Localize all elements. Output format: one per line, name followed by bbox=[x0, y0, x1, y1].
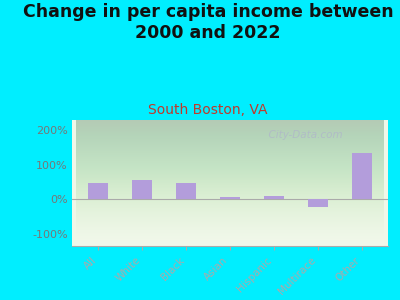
Bar bbox=[308, 200, 328, 207]
Text: South Boston, VA: South Boston, VA bbox=[148, 103, 268, 118]
Bar bbox=[88, 183, 108, 200]
Bar bbox=[132, 180, 152, 200]
Bar bbox=[220, 196, 240, 200]
Bar bbox=[264, 196, 284, 200]
Bar bbox=[352, 153, 372, 200]
Text: Change in per capita income between
2000 and 2022: Change in per capita income between 2000… bbox=[23, 3, 393, 42]
Text: City-Data.com: City-Data.com bbox=[262, 130, 342, 140]
Bar bbox=[176, 183, 196, 200]
